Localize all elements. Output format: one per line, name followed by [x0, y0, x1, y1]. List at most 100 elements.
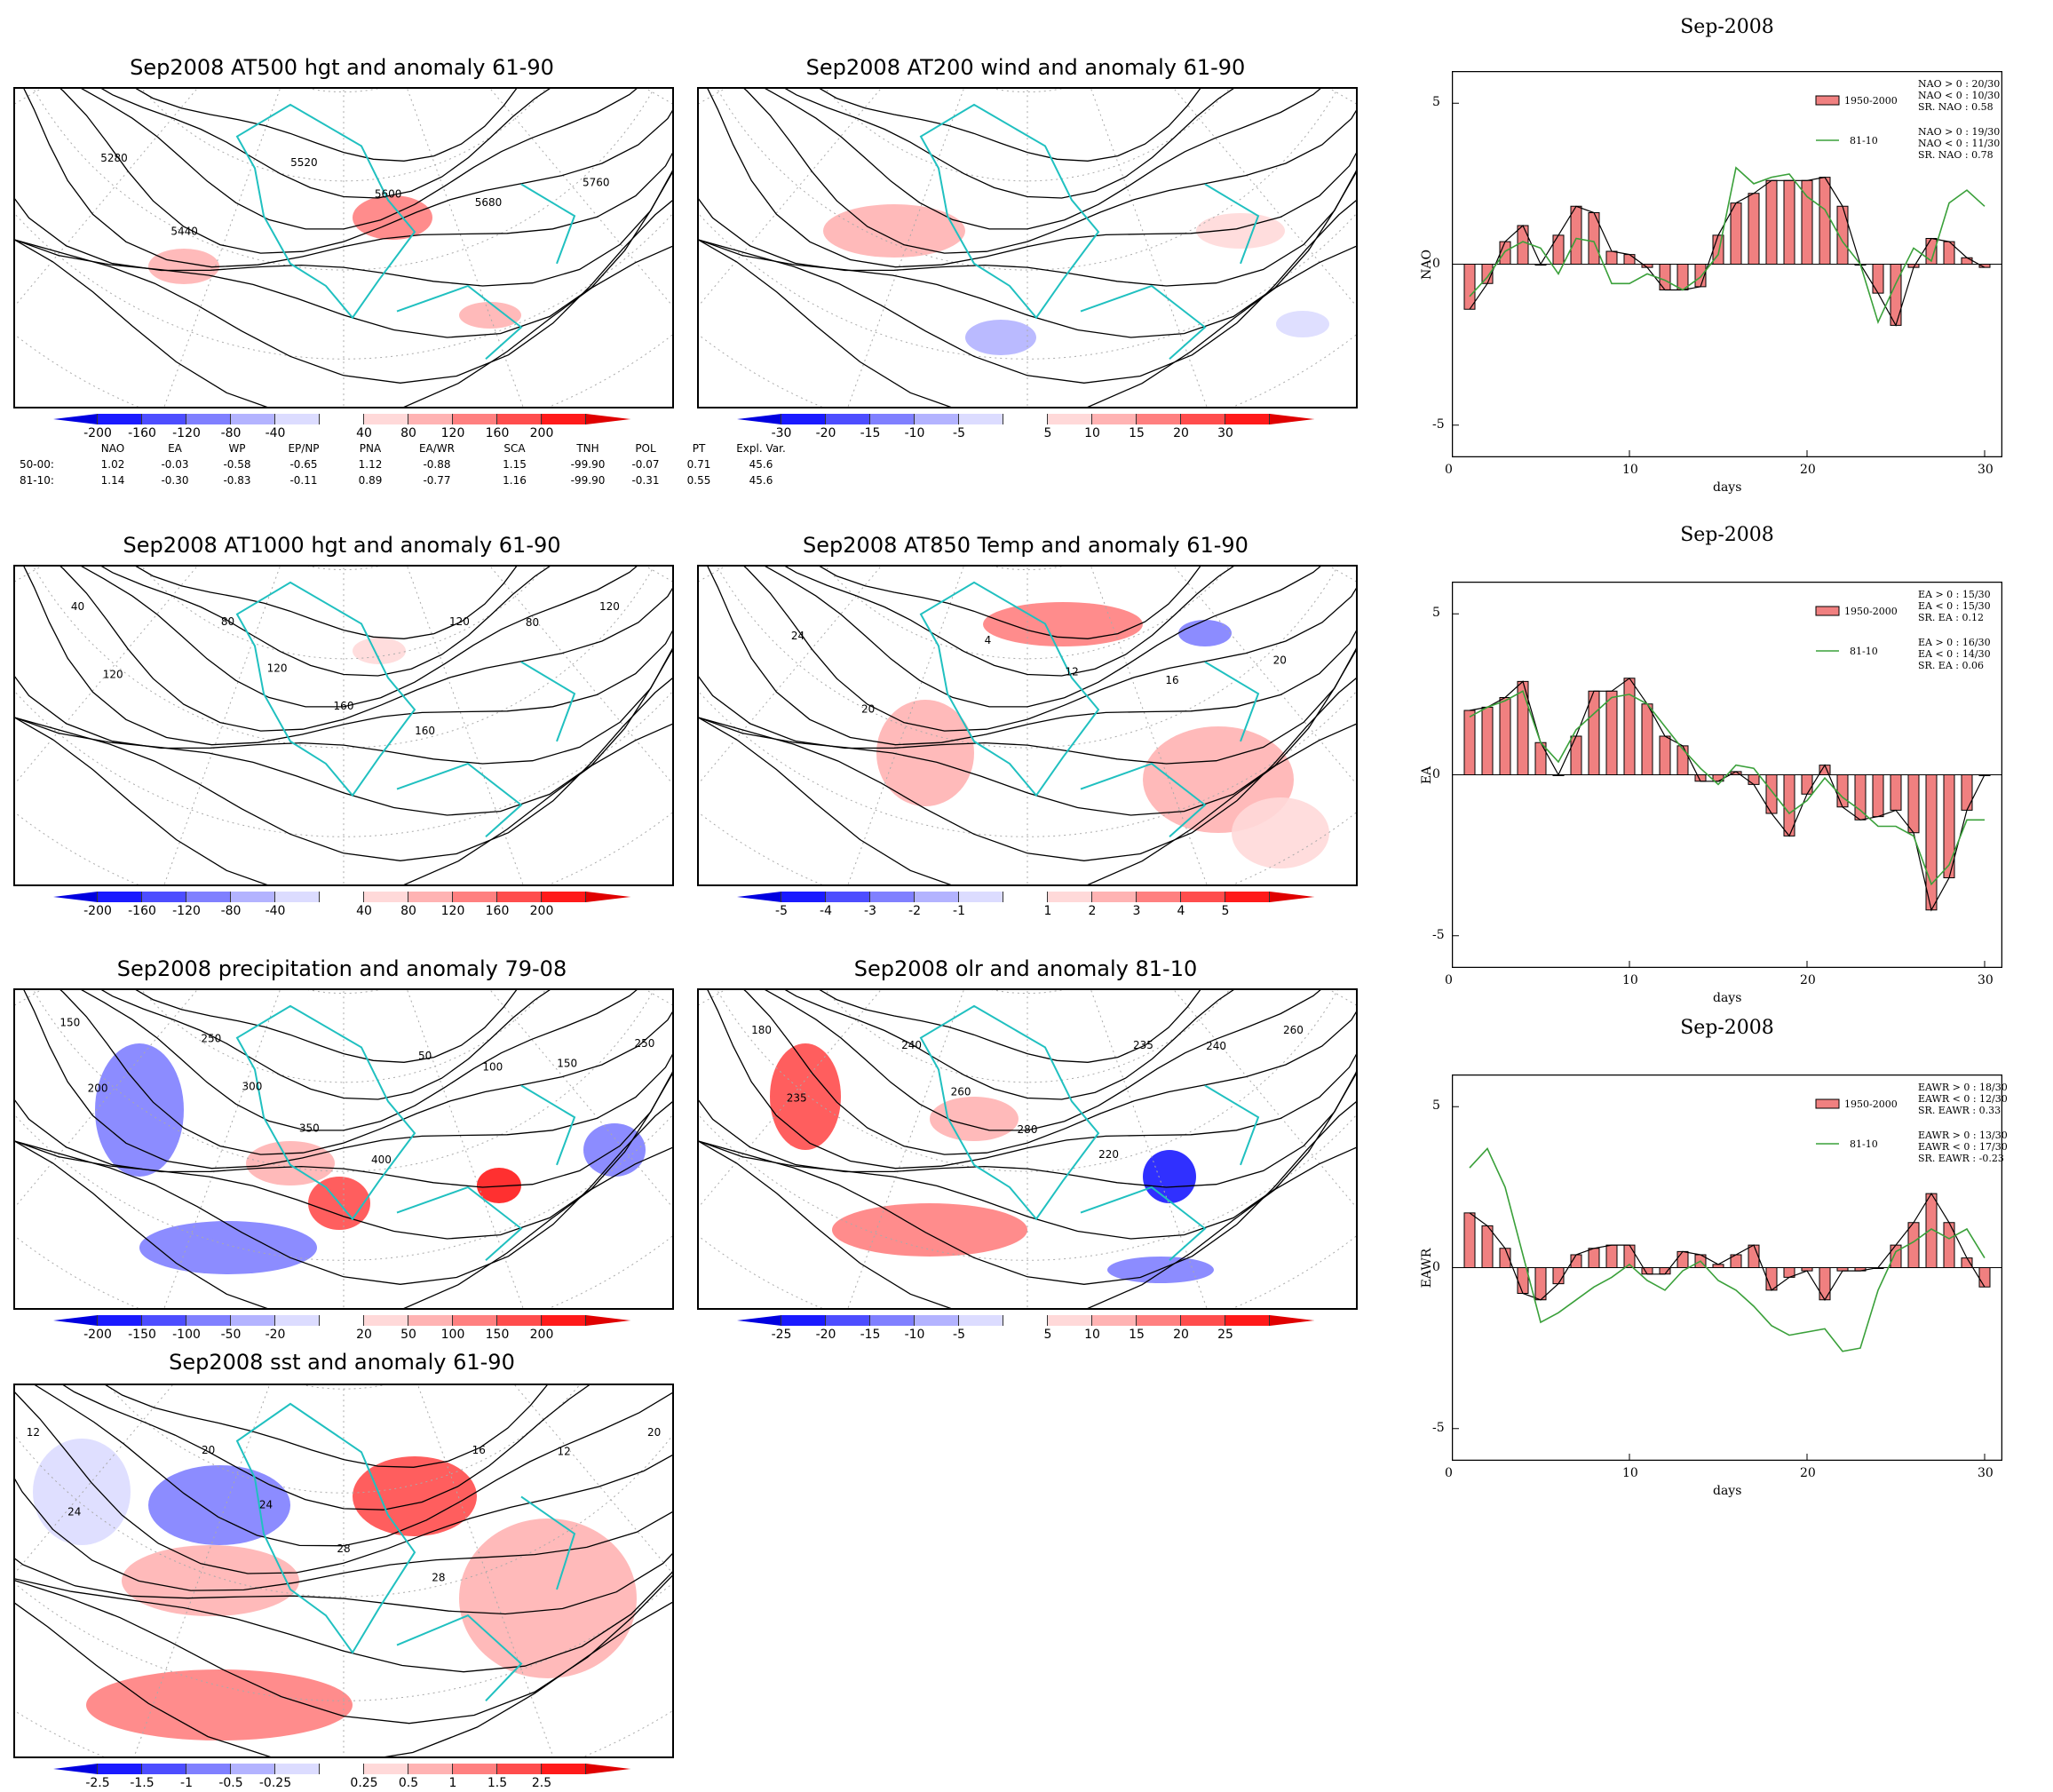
contour-label: 120 [599, 600, 620, 613]
index-table: NAO EA WP EP/NP PNA EA/WR SCA TNH POL PT Expl. Var… [20, 442, 797, 490]
y-tick-label: 5 [1432, 606, 1440, 621]
colorbar [737, 892, 1314, 902]
colorbar-segment [915, 414, 959, 424]
chart-plot-area [1451, 70, 2003, 458]
bar [1819, 1267, 1831, 1301]
legend-stat: EAWR < 0 : 17/30 [1918, 1141, 2008, 1153]
x-tick-label: 0 [1445, 973, 1453, 987]
colorbar-tick-label: 1.5 [487, 1776, 508, 1790]
colorbar-tick-label: 20 [356, 1328, 372, 1342]
contour-label: 5280 [100, 152, 128, 164]
colorbar-tick-label: 0.5 [398, 1776, 419, 1790]
colorbar-segment [1181, 1315, 1225, 1326]
colorbar-tick-label: -50 [220, 1328, 242, 1342]
anomaly-shading [353, 638, 406, 664]
index-table-cell: -0.30 [161, 474, 189, 487]
colorbar-segment [408, 1764, 453, 1774]
colorbar-segment [98, 1315, 142, 1326]
colorbar-tick-label: -40 [265, 904, 286, 918]
colorbar-segment [364, 414, 408, 424]
contour-label: 80 [221, 615, 234, 628]
index-table-cell: NAO [100, 442, 125, 455]
colorbar-segment [98, 414, 142, 424]
x-tick-label: 20 [1800, 973, 1816, 987]
colorbar-segment [781, 1315, 826, 1326]
colorbar-tick-label: -3 [864, 904, 876, 918]
longitude-gridline [489, 567, 672, 784]
bar [1570, 205, 1582, 265]
contour-label: 28 [432, 1571, 445, 1583]
chart-svg [1451, 70, 2003, 458]
contour-line [699, 1071, 1356, 1188]
contour-line [699, 1073, 1356, 1240]
contour-line [743, 89, 1356, 254]
colorbar-segment [364, 892, 408, 902]
colorbar-segment [826, 1315, 870, 1326]
y-tick-label: 0 [1432, 1259, 1440, 1274]
contour-line [15, 1071, 672, 1188]
index-table-cell: 45.6 [749, 458, 773, 471]
contour-line [699, 647, 1356, 765]
contour-label: 300 [242, 1081, 262, 1093]
index-table-cell: SCA [503, 442, 526, 455]
longitude-gridline [1173, 89, 1356, 306]
bar [1623, 678, 1636, 775]
legend-stat: SR. EAWR : 0.33 [1918, 1105, 2001, 1116]
contour-line [23, 567, 672, 746]
bar [1961, 1257, 1973, 1268]
latitude-gridline [15, 1114, 672, 1261]
colorbar-tick-label: 30 [1217, 426, 1233, 440]
colorbar-segment [275, 414, 320, 424]
colorbar-tick-label: -200 [83, 426, 112, 440]
contour-line [15, 1101, 672, 1285]
colorbar-segment [364, 1764, 408, 1774]
anomaly-shading [1178, 620, 1232, 646]
colorbar-segment [959, 414, 1003, 424]
colorbar-segment [1003, 414, 1048, 424]
y-axis-label: EA [1420, 765, 1434, 784]
y-axis-label: EAWR [1420, 1248, 1434, 1288]
legend-stat: EAWR > 0 : 13/30 [1918, 1130, 2008, 1141]
index-table-cell: -0.88 [423, 458, 451, 471]
colorbar-segment [542, 414, 586, 424]
colorbar-segment [53, 1315, 98, 1326]
bar [1748, 774, 1760, 785]
anomaly-shading [583, 1123, 646, 1177]
anomaly-shading [876, 700, 974, 806]
bar [1463, 264, 1476, 310]
index-table-cell: EP/NP [288, 442, 320, 455]
colorbar-segment [1048, 892, 1092, 902]
contour-line [765, 89, 1321, 230]
contour-label: 4 [985, 634, 992, 646]
colorbar-segment [1270, 892, 1314, 902]
colorbar-segment [497, 1764, 542, 1774]
colorbar-tick-label: 200 [529, 426, 554, 440]
bar [1961, 774, 1973, 811]
colorbar-segment [142, 414, 186, 424]
colorbar-tick-label: 100 [440, 1328, 465, 1342]
colorbar-tick-label: 80 [400, 904, 416, 918]
contour-label: 12 [27, 1426, 40, 1439]
map-panel: 5520536052805440552056005680576058405840 [13, 87, 674, 408]
anomaly-shading [1196, 213, 1285, 249]
map-canvas: 5520536052805440552056005680576058405840 [15, 89, 672, 407]
colorbar-tick-label: 0.25 [350, 1776, 378, 1790]
colorbar-tick-label: -15 [860, 1328, 881, 1342]
colorbar-segment [737, 892, 781, 902]
contour-label: 24 [791, 630, 805, 642]
colorbar-segment [275, 1315, 320, 1326]
colorbar-tick-label: -5 [953, 1328, 965, 1342]
colorbar-tick-label: 2 [1088, 904, 1097, 918]
colorbar-labels: -200 -160 -120 -80 -40 40 80 120 160 200 [53, 426, 630, 442]
contour-line [699, 171, 1356, 338]
y-tick-label: 0 [1432, 766, 1440, 781]
colorbar-tick-label: -200 [83, 904, 112, 918]
coastline [235, 1004, 576, 1262]
index-table-row: 81-10: 1.14 -0.30 -0.83 -0.11 0.89 -0.77 1.16 -9… [20, 474, 797, 490]
colorbar-segment [186, 1315, 231, 1326]
coastline [919, 581, 1260, 838]
contour-line [743, 567, 1356, 732]
colorbar-segment [542, 892, 586, 902]
contour-line [15, 1552, 672, 1615]
colorbar-tick-label: 200 [529, 1328, 554, 1342]
